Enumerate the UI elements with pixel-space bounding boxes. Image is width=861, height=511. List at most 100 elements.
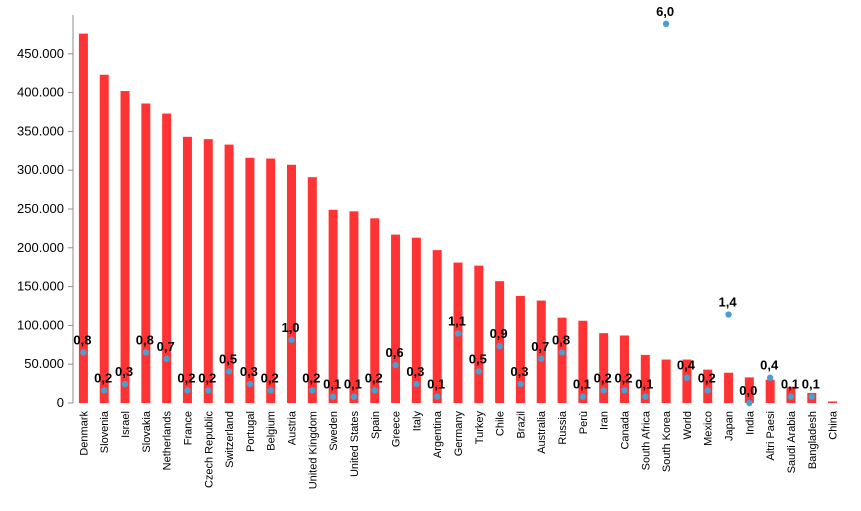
bar	[474, 265, 484, 403]
x-tick-label: Russia	[557, 410, 569, 445]
point	[184, 387, 191, 394]
point	[225, 368, 233, 375]
point	[704, 387, 711, 394]
x-tick-label: Altri Paesi	[765, 411, 777, 461]
point	[662, 20, 670, 27]
y-tick-label: 50.000	[24, 356, 64, 371]
data-label: 1,1	[448, 313, 466, 328]
point	[329, 393, 337, 400]
x-tick-label: Iran	[599, 411, 611, 430]
y-tick-label: 400.000	[17, 85, 64, 100]
data-label: 0,2	[177, 370, 195, 385]
x-tick-label: Sweden	[328, 411, 340, 451]
x-tick-label: Italy	[411, 411, 423, 432]
bar	[266, 158, 276, 403]
point	[746, 399, 753, 407]
point	[101, 387, 108, 394]
x-tick-label: Netherlands	[162, 411, 174, 471]
bar	[661, 359, 671, 403]
x-tick-label: Brazil	[515, 411, 527, 439]
data-label: 0,2	[698, 370, 716, 385]
data-label: 0,8	[552, 332, 570, 347]
data-label: 0,1	[802, 377, 820, 392]
bar	[287, 164, 297, 403]
point	[725, 311, 732, 318]
bar	[619, 335, 629, 403]
y-tick-label: 300.000	[17, 162, 64, 177]
x-tick-label: France	[182, 411, 194, 445]
x-tick-label: Perù	[578, 411, 590, 434]
point	[600, 387, 607, 394]
bar	[120, 91, 130, 403]
point	[288, 336, 295, 343]
data-label: 0,7	[531, 339, 549, 354]
data-label: 0,7	[157, 339, 175, 354]
point	[808, 393, 815, 400]
point	[787, 393, 795, 400]
data-label: 6,0	[656, 4, 674, 19]
data-label: 0,2	[94, 370, 112, 385]
x-tick-label: Czech Republic	[203, 411, 215, 489]
y-tick-label: 0	[57, 395, 64, 410]
bar	[411, 237, 421, 403]
data-label: 0,2	[365, 370, 383, 385]
bar	[328, 209, 338, 403]
x-tick-label: Canada	[619, 410, 631, 449]
data-label: 0,2	[261, 370, 279, 385]
x-tick-label: Slovenia	[99, 410, 111, 453]
bar	[557, 317, 567, 403]
y-tick-label: 250.000	[17, 201, 64, 216]
x-tick-label: Spain	[370, 411, 382, 439]
data-label: 0,1	[323, 377, 341, 392]
point	[558, 349, 566, 356]
x-tick-label: Mexico	[703, 411, 715, 446]
data-label: 1,4	[719, 295, 738, 310]
point	[309, 387, 316, 394]
bar	[432, 250, 442, 403]
data-label: 0,1	[635, 377, 653, 392]
bar	[703, 369, 713, 403]
axis-layer: 450.000 400.000 350.000 300.000 250.000 200.0…	[17, 15, 74, 410]
point	[246, 380, 254, 388]
point	[496, 342, 503, 350]
x-tick-label: Greece	[391, 411, 403, 447]
x-tick-label: Germany	[453, 411, 465, 457]
bar	[78, 33, 88, 404]
x-tick-label: Denmark	[78, 411, 90, 456]
x-tick-label: Turkey	[474, 411, 486, 445]
data-label: 0,2	[198, 370, 216, 385]
data-label: 0,4	[677, 358, 696, 373]
bar	[99, 74, 109, 403]
bar	[370, 218, 380, 403]
point	[371, 387, 378, 394]
bar	[515, 295, 525, 403]
x-tick-label: India	[744, 410, 756, 435]
bar	[224, 144, 234, 404]
bar	[349, 211, 359, 403]
data-label: 0,8	[73, 332, 91, 347]
x-tick-label: United Kingdom	[307, 411, 319, 489]
x-tick-label: World	[682, 411, 694, 440]
point	[538, 355, 545, 362]
x-tick-label: Belgium	[266, 411, 278, 451]
y-tick-label: 350.000	[17, 123, 64, 138]
bar	[640, 354, 650, 403]
point	[766, 374, 774, 381]
point	[205, 387, 212, 394]
data-label: 0,9	[490, 326, 508, 341]
data-label: 0,1	[344, 377, 362, 392]
point	[413, 380, 420, 388]
bar	[203, 139, 213, 403]
point	[683, 374, 691, 381]
data-label: 0,8	[136, 332, 154, 347]
point	[80, 349, 87, 356]
bar	[495, 281, 505, 403]
point	[621, 387, 628, 394]
label-layer: Denmark 0,8 Slovenia 0,2 Israel 0,3 Slovakia 0,…	[73, 4, 839, 489]
point	[517, 380, 524, 388]
bar	[162, 113, 172, 403]
x-tick-label: China	[828, 410, 840, 440]
point	[642, 393, 649, 400]
data-label: 0,3	[115, 364, 133, 379]
